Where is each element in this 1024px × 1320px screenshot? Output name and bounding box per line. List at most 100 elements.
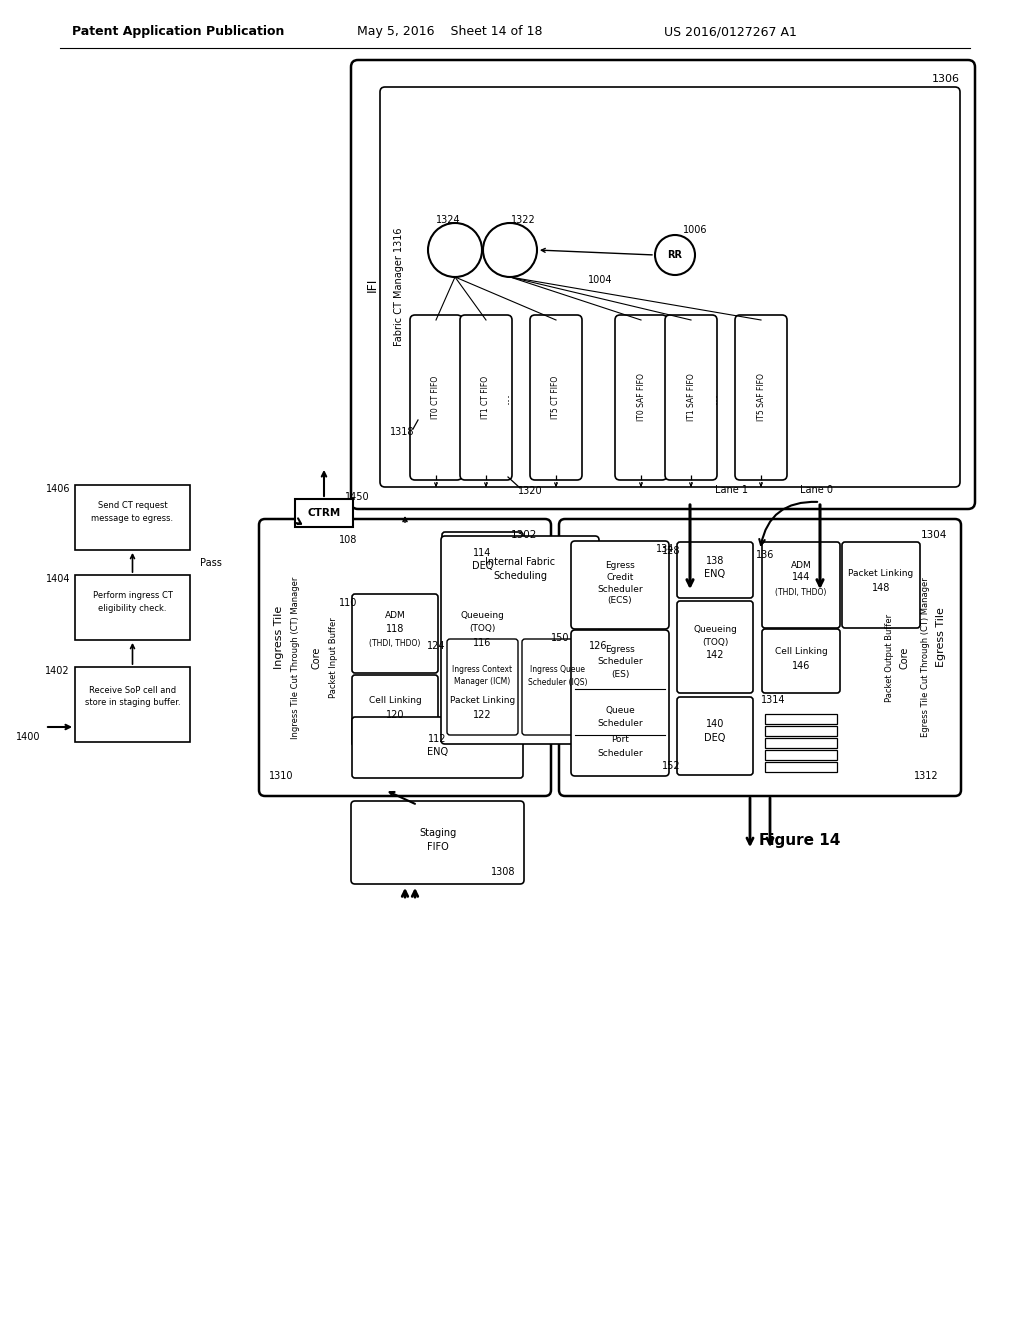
Text: Perform ingress CT: Perform ingress CT bbox=[92, 591, 172, 601]
Text: Lane 1: Lane 1 bbox=[715, 484, 748, 495]
Text: 1312: 1312 bbox=[914, 771, 939, 781]
Text: DEQ: DEQ bbox=[472, 561, 494, 572]
Text: Egress Tile Cut Through (CT) Manager: Egress Tile Cut Through (CT) Manager bbox=[921, 578, 930, 738]
Text: 134: 134 bbox=[655, 544, 674, 554]
Text: 118: 118 bbox=[386, 623, 404, 634]
Text: 1322: 1322 bbox=[511, 215, 536, 224]
Text: 150: 150 bbox=[551, 634, 569, 643]
Text: Packet Linking: Packet Linking bbox=[450, 696, 515, 705]
Text: (ES): (ES) bbox=[610, 669, 629, 678]
Text: ENQ: ENQ bbox=[705, 569, 726, 579]
Text: Scheduler: Scheduler bbox=[597, 718, 643, 727]
FancyBboxPatch shape bbox=[447, 639, 518, 735]
Text: Queue: Queue bbox=[605, 706, 635, 715]
Text: Egress: Egress bbox=[605, 561, 635, 569]
Text: 124: 124 bbox=[427, 642, 445, 651]
Text: 126: 126 bbox=[589, 642, 607, 651]
Text: 1308: 1308 bbox=[490, 867, 515, 876]
FancyBboxPatch shape bbox=[559, 519, 961, 796]
Text: store in staging buffer.: store in staging buffer. bbox=[85, 698, 180, 708]
Text: 116: 116 bbox=[473, 639, 492, 648]
FancyBboxPatch shape bbox=[442, 532, 523, 593]
Text: IT1 CT FIFO: IT1 CT FIFO bbox=[481, 376, 490, 418]
FancyBboxPatch shape bbox=[75, 667, 190, 742]
Text: Packet Input Buffer: Packet Input Buffer bbox=[329, 618, 338, 698]
FancyBboxPatch shape bbox=[571, 541, 669, 630]
Text: Port: Port bbox=[611, 735, 629, 744]
Text: Fabric CT Manager 1316: Fabric CT Manager 1316 bbox=[394, 228, 404, 346]
Text: CTRM: CTRM bbox=[307, 508, 341, 517]
Text: FIFO: FIFO bbox=[427, 842, 449, 851]
Text: 142: 142 bbox=[706, 649, 724, 660]
FancyBboxPatch shape bbox=[765, 750, 837, 760]
Text: (TOQ): (TOQ) bbox=[469, 624, 496, 634]
FancyBboxPatch shape bbox=[351, 801, 524, 884]
Text: 1450: 1450 bbox=[345, 492, 370, 502]
Text: ...: ... bbox=[499, 392, 512, 404]
Text: 1006: 1006 bbox=[683, 224, 708, 235]
FancyBboxPatch shape bbox=[352, 594, 438, 673]
Text: Scheduler: Scheduler bbox=[597, 585, 643, 594]
FancyBboxPatch shape bbox=[352, 675, 438, 746]
FancyBboxPatch shape bbox=[765, 762, 837, 772]
Text: 1306: 1306 bbox=[932, 74, 961, 84]
Text: Queueing: Queueing bbox=[693, 624, 737, 634]
Text: message to egress.: message to egress. bbox=[91, 513, 173, 523]
Text: (TOQ): (TOQ) bbox=[701, 638, 728, 647]
Text: IT0 CT FIFO: IT0 CT FIFO bbox=[431, 376, 440, 420]
Text: 1310: 1310 bbox=[268, 771, 293, 781]
FancyBboxPatch shape bbox=[380, 87, 961, 487]
FancyBboxPatch shape bbox=[842, 543, 920, 628]
Text: Ingress Queue: Ingress Queue bbox=[530, 664, 585, 673]
Text: 108: 108 bbox=[339, 535, 357, 545]
Text: 1402: 1402 bbox=[45, 667, 70, 676]
FancyBboxPatch shape bbox=[460, 315, 512, 480]
Text: Egress: Egress bbox=[605, 645, 635, 655]
FancyBboxPatch shape bbox=[75, 484, 190, 550]
Text: Scheduler (IQS): Scheduler (IQS) bbox=[527, 677, 587, 686]
FancyBboxPatch shape bbox=[762, 543, 840, 628]
Text: Receive SoP cell and: Receive SoP cell and bbox=[89, 686, 176, 696]
FancyBboxPatch shape bbox=[735, 315, 787, 480]
Text: Egress Tile: Egress Tile bbox=[936, 607, 946, 668]
Text: Cell Linking: Cell Linking bbox=[369, 696, 421, 705]
Text: (THDI, THDO): (THDI, THDO) bbox=[370, 639, 421, 648]
Text: 146: 146 bbox=[792, 661, 810, 671]
Text: 144: 144 bbox=[792, 572, 810, 582]
FancyBboxPatch shape bbox=[295, 499, 353, 527]
Text: Send CT request: Send CT request bbox=[97, 502, 167, 510]
Text: Figure 14: Figure 14 bbox=[760, 833, 841, 847]
Text: 110: 110 bbox=[339, 598, 357, 609]
FancyBboxPatch shape bbox=[677, 601, 753, 693]
FancyBboxPatch shape bbox=[665, 315, 717, 480]
Text: 152: 152 bbox=[662, 762, 680, 771]
Text: 128: 128 bbox=[662, 546, 680, 556]
Text: Queueing: Queueing bbox=[461, 611, 505, 620]
FancyBboxPatch shape bbox=[352, 717, 523, 777]
Text: IT5 SAF FIFO: IT5 SAF FIFO bbox=[757, 374, 766, 421]
Text: 120: 120 bbox=[386, 710, 404, 721]
Text: IT0 SAF FIFO: IT0 SAF FIFO bbox=[637, 374, 645, 421]
Text: Scheduling: Scheduling bbox=[493, 572, 547, 581]
Text: Core: Core bbox=[312, 647, 322, 669]
Text: Scheduler: Scheduler bbox=[597, 657, 643, 667]
FancyBboxPatch shape bbox=[762, 630, 840, 693]
FancyBboxPatch shape bbox=[351, 59, 975, 510]
FancyBboxPatch shape bbox=[571, 630, 669, 776]
Text: Credit: Credit bbox=[606, 573, 634, 582]
Text: 1406: 1406 bbox=[45, 484, 70, 494]
FancyBboxPatch shape bbox=[530, 315, 582, 480]
Text: (THDI, THDO): (THDI, THDO) bbox=[775, 589, 826, 598]
Text: 114: 114 bbox=[473, 549, 492, 558]
FancyBboxPatch shape bbox=[615, 315, 667, 480]
Text: 1314: 1314 bbox=[761, 696, 785, 705]
FancyBboxPatch shape bbox=[765, 726, 837, 737]
Text: May 5, 2016    Sheet 14 of 18: May 5, 2016 Sheet 14 of 18 bbox=[357, 25, 543, 38]
FancyBboxPatch shape bbox=[677, 697, 753, 775]
Circle shape bbox=[428, 223, 482, 277]
FancyBboxPatch shape bbox=[522, 639, 593, 735]
Text: Packet Output Buffer: Packet Output Buffer bbox=[886, 614, 895, 701]
Text: Cell Linking: Cell Linking bbox=[774, 648, 827, 656]
Text: Core: Core bbox=[900, 647, 910, 669]
Text: Ingress Tile Cut Through (CT) Manager: Ingress Tile Cut Through (CT) Manager bbox=[291, 577, 299, 739]
